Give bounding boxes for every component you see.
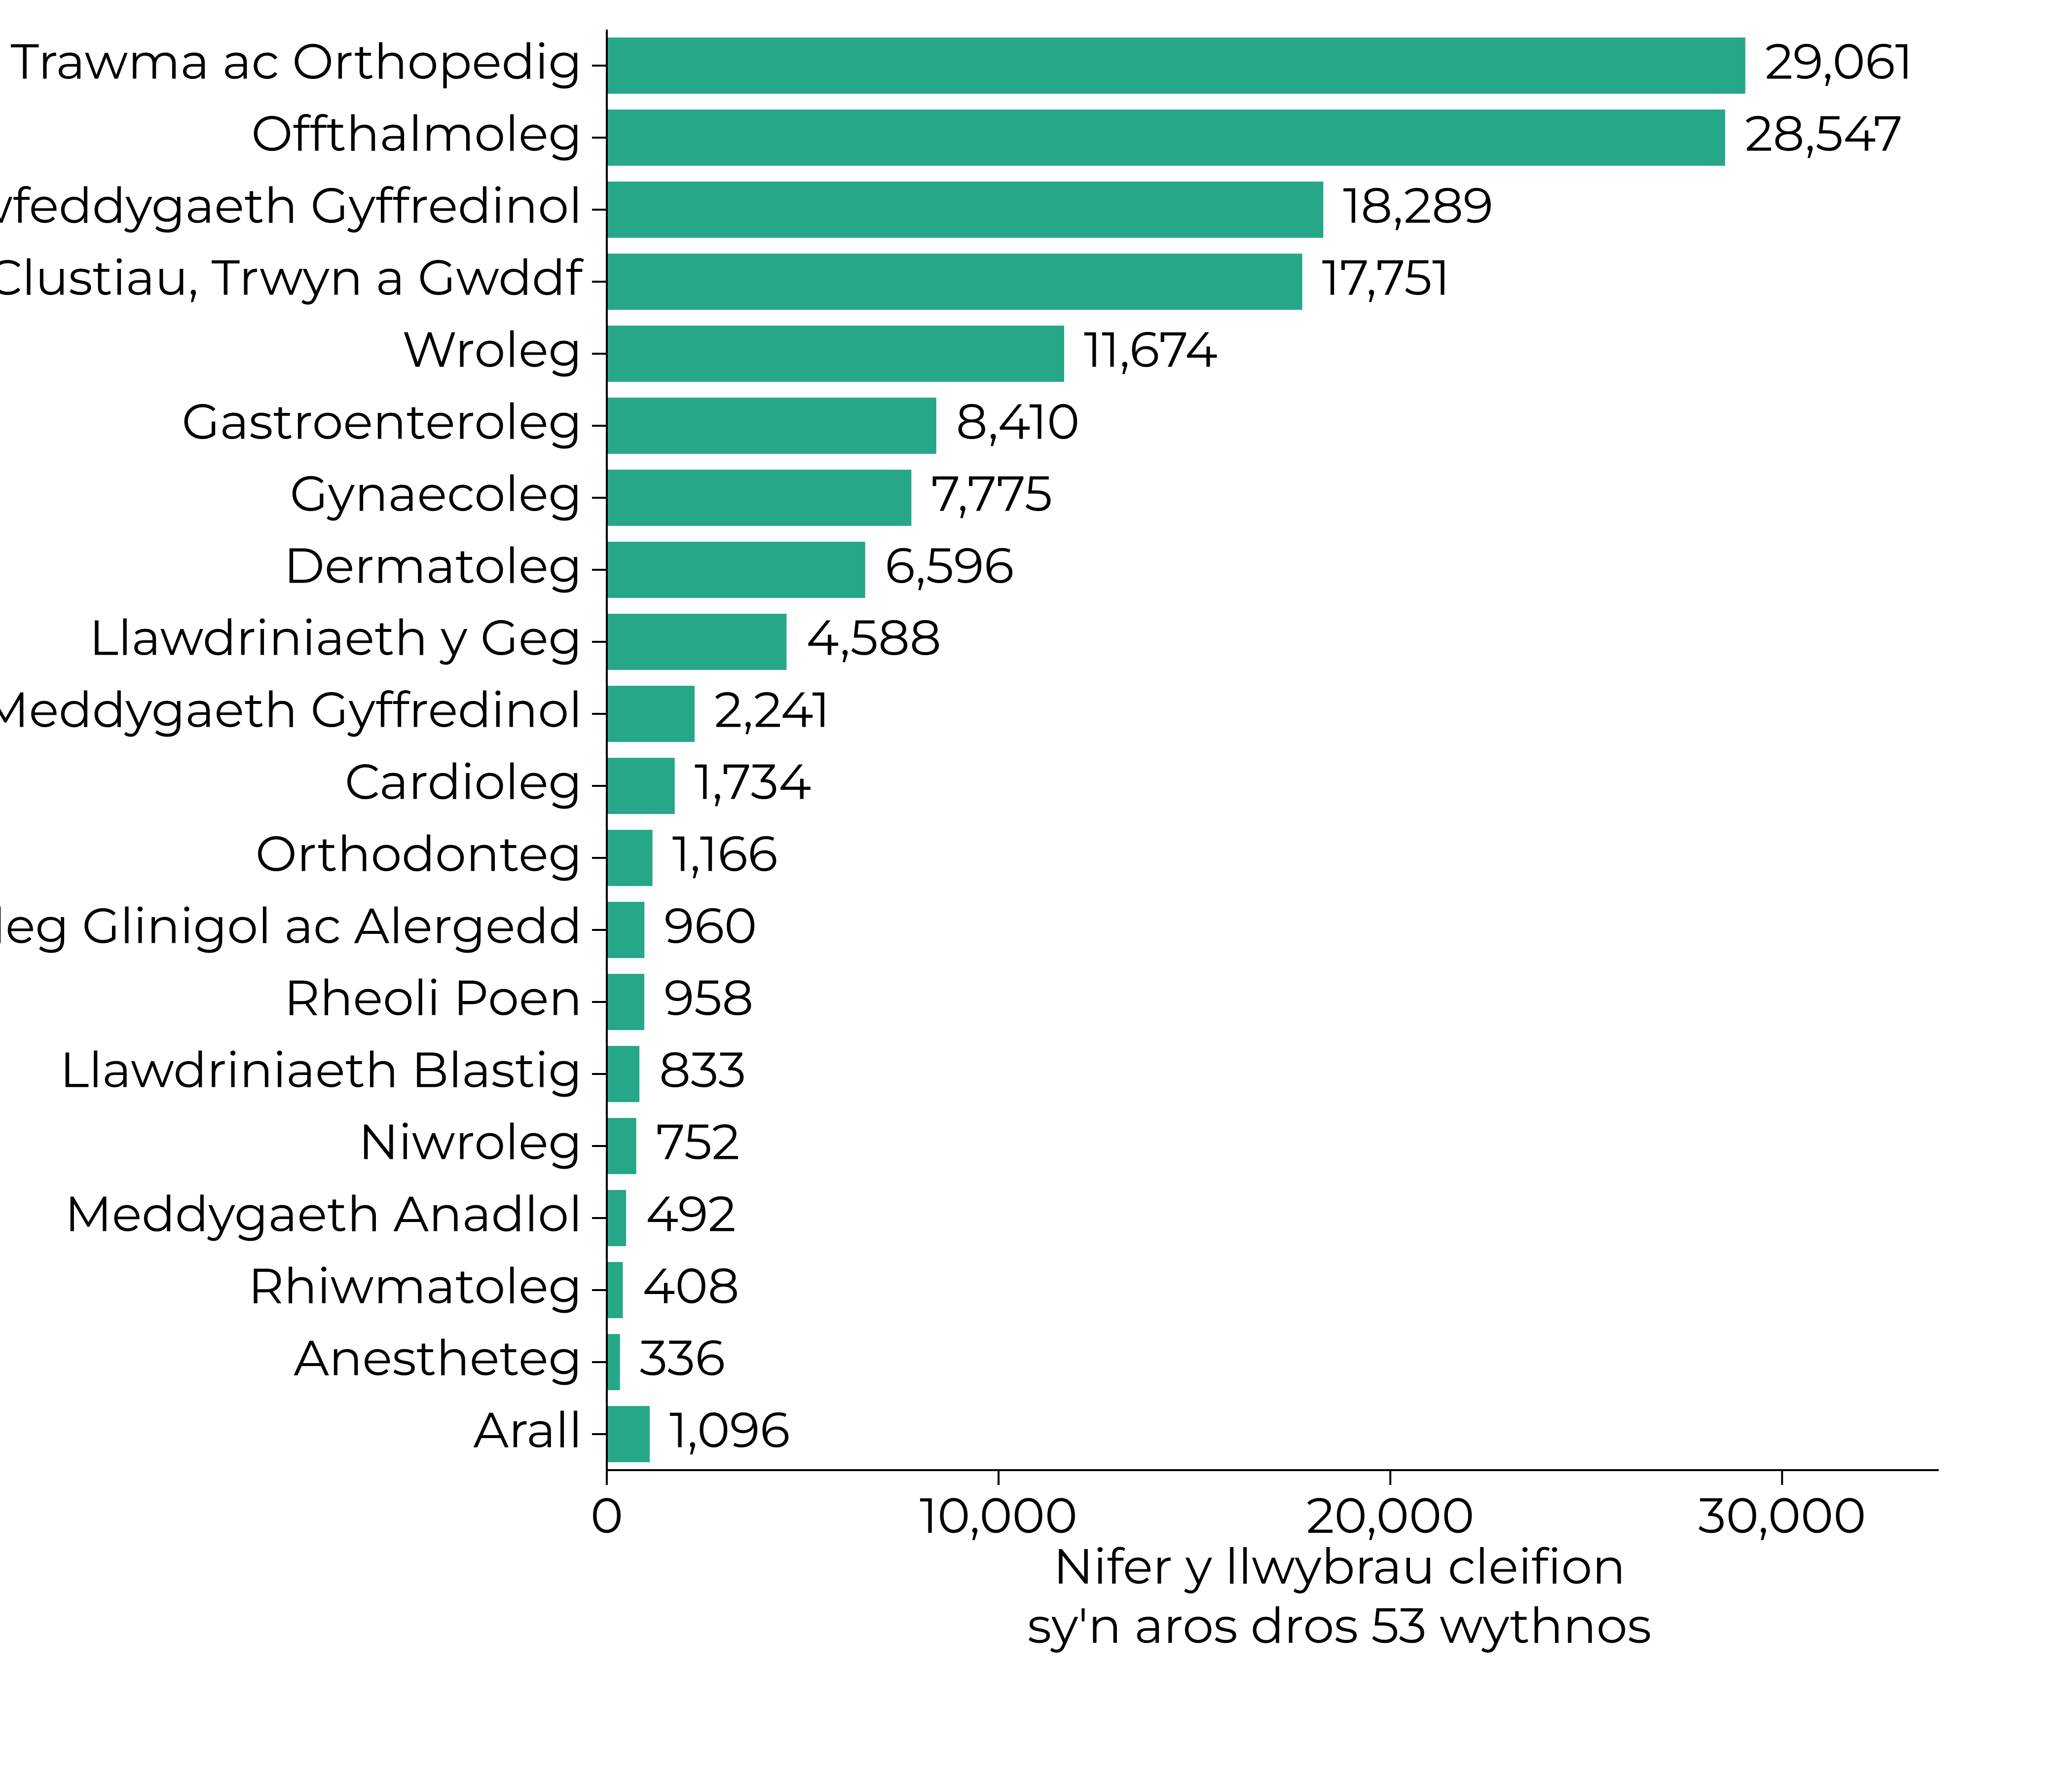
value-label: 960 <box>664 895 757 956</box>
x-axis-title: Nifer y llwybrau cleifion <box>1053 1536 1626 1596</box>
bar <box>607 830 653 886</box>
category-label: Gastroenteroleg <box>182 391 582 451</box>
category-label: Cardioleg <box>345 751 582 812</box>
category-label: Imiwnoleg Glinigol ac Alergedd <box>0 895 582 956</box>
category-label: Llawfeddygaeth Gyffredinol <box>0 175 582 235</box>
value-label: 18,289 <box>1343 175 1493 235</box>
bar <box>607 974 644 1030</box>
bar <box>607 1406 650 1462</box>
value-label: 408 <box>642 1256 739 1316</box>
value-label: 1,166 <box>672 823 778 884</box>
value-label: 4,588 <box>806 607 941 667</box>
category-label: Clustiau, Trwyn a Gwddf <box>0 247 584 307</box>
category-label: Offthalmoleg <box>251 103 582 163</box>
bar <box>607 902 644 958</box>
bar <box>607 1262 623 1318</box>
bar <box>607 110 1725 166</box>
value-label: 28,547 <box>1745 103 1902 163</box>
category-label: Rheoli Poen <box>284 967 582 1028</box>
value-label: 492 <box>646 1184 736 1244</box>
category-label: Orthodonteg <box>256 823 582 884</box>
value-label: 1,734 <box>695 751 812 812</box>
bar <box>607 254 1302 310</box>
bar <box>607 37 1745 94</box>
value-label: 6,596 <box>885 535 1014 595</box>
category-label: Niwroleg <box>359 1111 582 1172</box>
x-tick-label: 0 <box>591 1485 623 1546</box>
bar <box>607 398 936 454</box>
bar <box>607 1190 626 1246</box>
value-label: 17,751 <box>1322 247 1450 307</box>
bar <box>607 1118 636 1174</box>
value-label: 958 <box>664 967 753 1028</box>
value-label: 8,410 <box>956 391 1080 451</box>
category-label: Meddygaeth Anadlol <box>65 1184 582 1244</box>
category-label: Wroleg <box>402 319 582 379</box>
category-label: Dermatoleg <box>284 535 582 595</box>
bar <box>607 470 911 526</box>
bar <box>607 1046 639 1102</box>
x-tick-label: 30,000 <box>1698 1485 1866 1546</box>
category-label: Arall <box>473 1400 582 1460</box>
category-label: Llawdriniaeth y Geg <box>89 607 582 667</box>
category-label: Anestheteg <box>294 1328 582 1388</box>
value-label: 1,096 <box>669 1400 790 1460</box>
category-label: Gynaecoleg <box>290 463 582 523</box>
horizontal-bar-chart: Trawma ac Orthopedig 29,061 Offthalmoleg 28… <box>0 0 2072 1776</box>
category-label: Rhiwmatoleg <box>248 1256 582 1316</box>
value-label: 752 <box>656 1111 740 1172</box>
x-axis-title: sy'n aros dros 53 wythnos <box>1027 1595 1651 1656</box>
value-label: 29,061 <box>1765 31 1913 91</box>
bar <box>607 758 675 814</box>
value-label: 2,241 <box>714 679 830 740</box>
category-label: Trawma ac Orthopedig <box>10 31 582 91</box>
bar <box>607 1334 620 1390</box>
value-label: 336 <box>640 1328 725 1388</box>
category-label: Llawdriniaeth Blastig <box>60 1039 582 1100</box>
value-label: 833 <box>659 1039 746 1100</box>
bar <box>607 686 695 742</box>
bar <box>607 326 1064 382</box>
value-label: 7,775 <box>931 463 1052 523</box>
bar <box>607 614 786 670</box>
bar <box>607 542 865 598</box>
value-label: 11,674 <box>1084 319 1218 379</box>
bar <box>607 182 1323 238</box>
category-label: Meddygaeth Gyffredinol <box>0 679 582 740</box>
